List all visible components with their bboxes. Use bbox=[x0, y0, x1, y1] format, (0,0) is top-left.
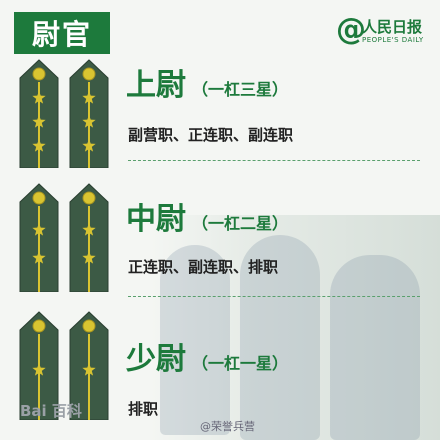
gold-stripe bbox=[88, 334, 90, 420]
rank-name: 中尉 bbox=[126, 202, 186, 237]
logo-subtitle: PEOPLE'S DAILY bbox=[362, 36, 424, 44]
rank-description: （一杠二星） bbox=[192, 214, 289, 233]
rank-duties: 正连职、副连职、排职 bbox=[128, 258, 279, 276]
rank-description: （一杠三星） bbox=[192, 80, 289, 99]
rank-duties: 排职 bbox=[128, 400, 159, 418]
shoulder-board-right bbox=[66, 58, 112, 168]
rank-duties: 副营职、正连职、副连职 bbox=[128, 126, 294, 144]
shoulder-board-right bbox=[66, 182, 112, 292]
rank-description: （一杠一星） bbox=[192, 354, 289, 373]
shoulder-board-left bbox=[16, 310, 62, 420]
baidu-baike-watermark: Bai 百科 bbox=[20, 402, 82, 420]
star-icon bbox=[82, 91, 96, 104]
star-icon bbox=[82, 251, 96, 264]
button-emblem-icon bbox=[32, 191, 46, 205]
gold-stripe bbox=[88, 82, 90, 168]
gold-stripe bbox=[38, 334, 40, 420]
star-icon bbox=[32, 223, 46, 236]
button-emblem-icon bbox=[32, 319, 46, 333]
weibo-watermark: @荣誉兵营 bbox=[200, 420, 255, 433]
gold-stripe bbox=[38, 206, 40, 292]
button-emblem-icon bbox=[82, 319, 96, 333]
shoulder-board-left bbox=[16, 182, 62, 292]
rank-name: 少尉 bbox=[126, 342, 186, 377]
divider bbox=[128, 296, 420, 297]
page-title: 尉官 bbox=[14, 12, 110, 54]
gold-stripe bbox=[38, 82, 40, 168]
at-icon: @ bbox=[336, 12, 366, 47]
star-icon bbox=[82, 139, 96, 152]
background-soldiers-image bbox=[150, 215, 440, 440]
shoulder-board-right bbox=[66, 310, 112, 420]
divider bbox=[128, 160, 420, 161]
star-icon bbox=[32, 251, 46, 264]
star-icon bbox=[82, 223, 96, 236]
gold-stripe bbox=[88, 206, 90, 292]
shoulder-board-left bbox=[16, 58, 62, 168]
peoples-daily-logo: @ 人民日报 PEOPLE'S DAILY bbox=[336, 12, 432, 48]
star-icon bbox=[32, 115, 46, 128]
button-emblem-icon bbox=[82, 191, 96, 205]
page-title-text: 尉官 bbox=[31, 18, 92, 51]
star-icon bbox=[32, 363, 46, 376]
star-icon bbox=[32, 139, 46, 152]
star-icon bbox=[82, 115, 96, 128]
button-emblem-icon bbox=[32, 67, 46, 81]
star-icon bbox=[82, 363, 96, 376]
button-emblem-icon bbox=[82, 67, 96, 81]
logo-name: 人民日报 bbox=[362, 18, 423, 36]
rank-name: 上尉 bbox=[126, 68, 186, 103]
star-icon bbox=[32, 91, 46, 104]
